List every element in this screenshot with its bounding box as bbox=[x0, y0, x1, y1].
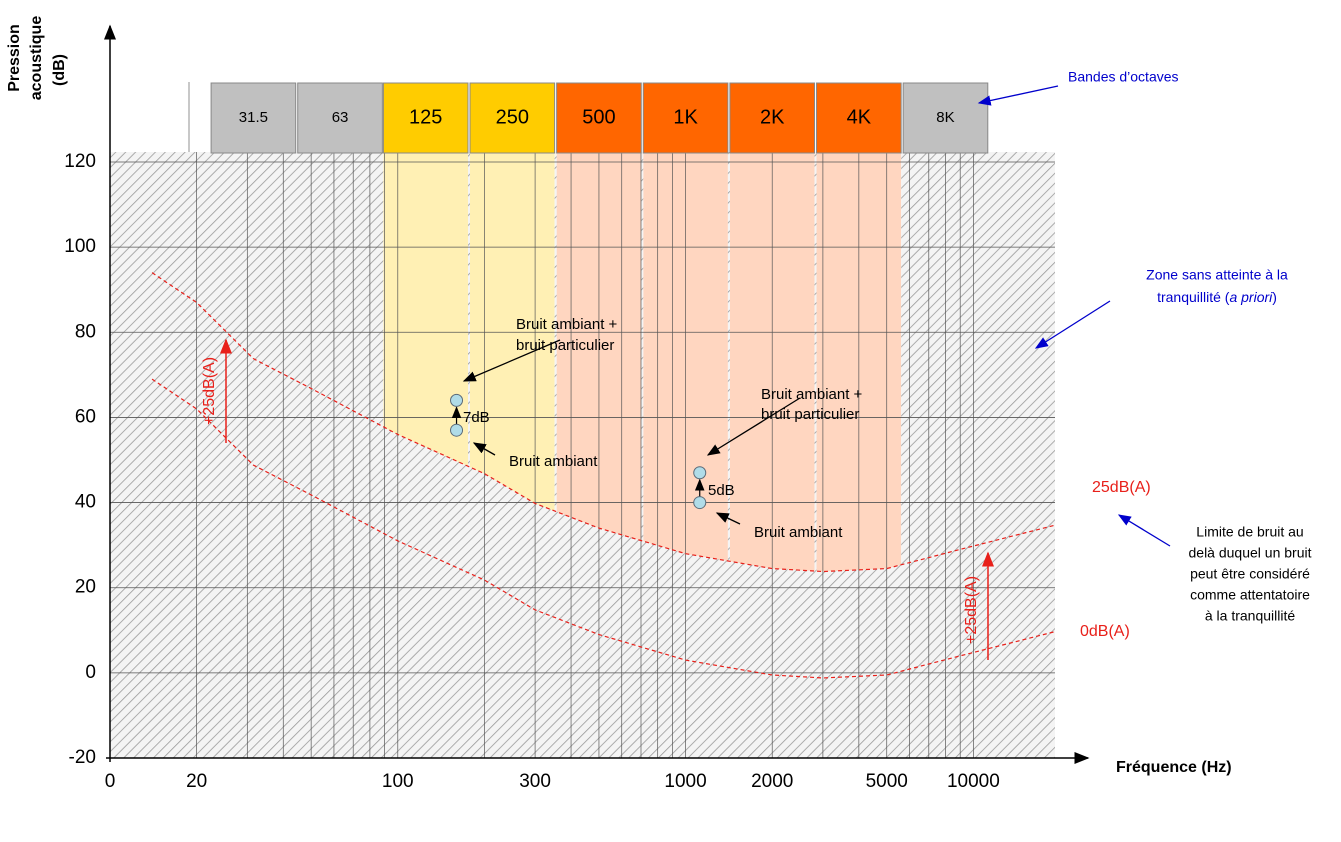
annotation-part: a priori bbox=[1229, 289, 1273, 305]
arrow bbox=[977, 85, 1059, 106]
curve bbox=[151, 272, 1054, 573]
annotation: Bruit ambiant bbox=[509, 453, 598, 470]
annotation: comme attentatoire bbox=[1190, 587, 1310, 603]
y-title-line: acoustique bbox=[28, 16, 45, 101]
y-tick-label: 100 bbox=[64, 236, 96, 257]
annotation: Bruit ambiant bbox=[754, 524, 843, 541]
annotation: delà duquel un bruit bbox=[1189, 545, 1312, 561]
y-tick-label: -20 bbox=[69, 747, 96, 768]
annotation: peut être considéré bbox=[1190, 566, 1310, 582]
octave-label: 8K bbox=[936, 109, 954, 126]
series-label: 25dB(A) bbox=[1092, 479, 1151, 496]
point bbox=[693, 466, 707, 480]
x-tick-label: 1000 bbox=[664, 771, 706, 792]
y-tick-label: 80 bbox=[75, 321, 96, 342]
octave-box bbox=[210, 82, 297, 154]
x-tick-label: 2000 bbox=[751, 771, 793, 792]
y-tick-label: 20 bbox=[75, 577, 96, 598]
curve bbox=[151, 378, 1054, 679]
point bbox=[693, 496, 707, 510]
annotation: Bruit ambiant + bbox=[516, 316, 618, 333]
arrow bbox=[1117, 514, 1171, 547]
x-tick-label: 300 bbox=[519, 771, 551, 792]
y-tick-label: 120 bbox=[64, 151, 96, 172]
point bbox=[450, 393, 464, 407]
annotation: tranquillité (a priori) bbox=[1157, 289, 1277, 305]
y-tick-label: 0 bbox=[85, 662, 96, 683]
y-tick-label: 60 bbox=[75, 406, 96, 427]
octave-box bbox=[297, 82, 383, 154]
annotation: Zone sans atteinte à la bbox=[1146, 267, 1288, 283]
octave-label: 250 bbox=[496, 106, 529, 128]
octave-box bbox=[642, 82, 729, 154]
x-tick-label: 5000 bbox=[866, 771, 908, 792]
octave-box bbox=[902, 82, 989, 154]
annotation-part: ) bbox=[1272, 289, 1277, 305]
arrow bbox=[1034, 300, 1111, 349]
arrow bbox=[715, 512, 741, 525]
hatch-zone bbox=[110, 152, 1055, 758]
octave-label: 500 bbox=[582, 106, 615, 128]
arrow bbox=[472, 442, 496, 456]
arrow bbox=[462, 339, 561, 382]
annotation: à la tranquillité bbox=[1205, 608, 1295, 624]
octave-box bbox=[816, 82, 902, 154]
annotation: 5dB bbox=[708, 482, 735, 499]
octave-box bbox=[469, 82, 556, 154]
annotation: bruit particulier bbox=[516, 337, 614, 354]
annotation: bruit particulier bbox=[761, 406, 859, 423]
octave-box bbox=[729, 82, 816, 154]
shift-label: +25dB(A) bbox=[963, 576, 980, 644]
x-tick-label: 20 bbox=[186, 771, 207, 792]
series-label: 0dB(A) bbox=[1080, 623, 1130, 640]
octave-box bbox=[382, 82, 469, 154]
y-title-line: Pression bbox=[6, 24, 23, 92]
point bbox=[450, 423, 464, 437]
octave-box bbox=[556, 82, 642, 154]
shift-label: +25dB(A) bbox=[201, 357, 218, 425]
annotation-part: tranquillité ( bbox=[1157, 289, 1230, 305]
x-origin-label: 0 bbox=[105, 771, 116, 792]
y-tick-label: 40 bbox=[75, 492, 96, 513]
annotation: Limite de bruit au bbox=[1196, 524, 1303, 540]
x-title: Fréquence (Hz) bbox=[1116, 759, 1232, 776]
annotation: Bruit ambiant + bbox=[761, 386, 863, 403]
octave-label: 31.5 bbox=[239, 109, 268, 126]
octave-label: 125 bbox=[409, 106, 442, 128]
x-tick-label: 10000 bbox=[947, 771, 1000, 792]
x-tick-label: 100 bbox=[382, 771, 414, 792]
octave-label: 1K bbox=[673, 106, 698, 128]
octave-label: 2K bbox=[760, 106, 785, 128]
y-title: Pression acoustique (dB) bbox=[6, 16, 68, 101]
annotation: Bandes d’octaves bbox=[1068, 69, 1179, 85]
octave-label: 63 bbox=[332, 109, 349, 126]
annotation: 7dB bbox=[463, 409, 490, 426]
octave-label: 4K bbox=[847, 106, 872, 128]
arrow bbox=[706, 397, 801, 456]
y-title-line: (dB) bbox=[51, 54, 68, 86]
